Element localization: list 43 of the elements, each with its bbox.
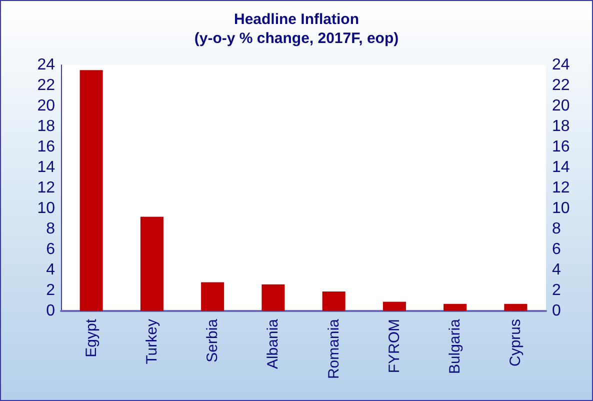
bar xyxy=(80,70,103,311)
bar xyxy=(201,282,224,311)
y2-tick-label: 10 xyxy=(552,200,570,217)
y2-tick-label: 12 xyxy=(552,180,570,196)
x-tick-label: Cyprus xyxy=(507,319,524,367)
y2-tick-label: 4 xyxy=(552,262,561,278)
y2-tick-label: 0 xyxy=(552,302,561,320)
chart-title: Headline Inflation (y-o-y % change, 2017F, eop) xyxy=(194,11,399,47)
y2-tick-label: 2 xyxy=(552,282,561,299)
y2-tick-label: 20 xyxy=(552,98,570,114)
x-tick-label: Serbia xyxy=(204,318,222,362)
y-tick-label: 10 xyxy=(37,200,56,217)
x-tick-label: Romania xyxy=(325,318,342,380)
y-tick-label: 4 xyxy=(46,262,56,278)
y2-tick-label: 24 xyxy=(552,56,570,74)
x-tick-label: FYROM xyxy=(386,319,403,374)
y2-tick-label: 14 xyxy=(552,159,570,176)
x-tick-label: Albania xyxy=(264,318,282,370)
bar xyxy=(382,302,406,311)
y-tick-label: 8 xyxy=(46,220,56,238)
y-tick-label: 0 xyxy=(46,302,56,320)
bar xyxy=(504,304,528,311)
y2-tick-label: 18 xyxy=(552,118,570,135)
x-tick-label: Bulgaria xyxy=(446,318,464,374)
y-tick-label: 2 xyxy=(46,282,56,299)
y-tick-label: 14 xyxy=(37,159,56,176)
y-tick-label: 12 xyxy=(37,180,56,196)
bar xyxy=(322,292,346,311)
y2-tick-label: 16 xyxy=(552,138,570,156)
y-tick-label: 18 xyxy=(37,118,56,135)
y-tick-label: 16 xyxy=(37,138,56,156)
x-tick-label: Turkey xyxy=(143,318,160,364)
bar xyxy=(140,216,164,311)
y-tick-label: 6 xyxy=(46,241,56,258)
x-tick-label: Egypt xyxy=(82,318,100,358)
y-tick-label: 22 xyxy=(37,77,56,94)
bar xyxy=(262,284,285,311)
y-tick-label: 24 xyxy=(37,56,56,74)
y2-tick-label: 22 xyxy=(552,77,570,94)
bar xyxy=(444,304,467,311)
y2-tick-label: 8 xyxy=(552,220,561,238)
y2-tick-label: 6 xyxy=(552,241,561,258)
y-tick-label: 20 xyxy=(37,98,56,114)
